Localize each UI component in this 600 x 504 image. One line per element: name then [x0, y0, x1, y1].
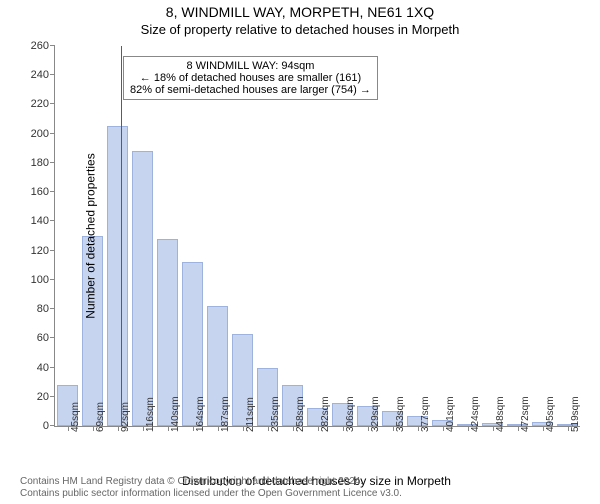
x-tick-label: 45sqm [70, 402, 81, 432]
x-tick-label: 495sqm [545, 396, 556, 432]
x-tick-label: 306sqm [345, 396, 356, 432]
bar [132, 151, 153, 426]
x-tick-label: 401sqm [445, 396, 456, 432]
y-tick-label: 120 [15, 245, 55, 257]
x-tick-label: 211sqm [245, 397, 256, 432]
x-tick-label: 329sqm [370, 396, 381, 432]
x-tick-label: 69sqm [95, 402, 106, 432]
footer-line2: Contains public sector information licen… [20, 488, 402, 500]
annotation-box: 8 WINDMILL WAY: 94sqm← 18% of detached h… [123, 56, 378, 100]
bar [107, 126, 128, 426]
y-tick-label: 220 [15, 98, 55, 110]
x-tick-label: 448sqm [495, 396, 506, 432]
x-tick-label: 258sqm [295, 396, 306, 432]
y-axis-label: Number of detached properties [84, 153, 98, 318]
footer-line1: Contains HM Land Registry data © Crown c… [20, 476, 402, 488]
x-tick-label: 140sqm [170, 396, 181, 432]
annot-line1: 8 WINDMILL WAY: 94sqm [130, 60, 371, 72]
address-title: 8, WINDMILL WAY, MORPETH, NE61 1XQ [0, 4, 600, 20]
x-tick-label: 353sqm [395, 396, 406, 432]
x-tick-label: 424sqm [470, 396, 481, 432]
y-tick-label: 240 [15, 69, 55, 81]
x-tick-label: 164sqm [195, 396, 206, 432]
y-tick-label: 180 [15, 157, 55, 169]
plot-area: 02040608010012014016018020022024026045sq… [54, 46, 580, 427]
y-tick-label: 60 [15, 332, 55, 344]
x-tick-label: 282sqm [320, 396, 331, 432]
footer-attribution: Contains HM Land Registry data © Crown c… [20, 476, 402, 500]
annot-line2: ← 18% of detached houses are smaller (16… [130, 72, 371, 84]
x-tick-label: 187sqm [220, 396, 231, 432]
property-marker-line [121, 46, 122, 426]
x-tick-label: 116sqm [145, 397, 156, 432]
x-tick-label: 235sqm [270, 396, 281, 432]
chart: 02040608010012014016018020022024026045sq… [54, 46, 579, 426]
y-tick-label: 140 [15, 215, 55, 227]
y-tick-label: 80 [15, 303, 55, 315]
y-tick-label: 100 [15, 274, 55, 286]
y-tick-label: 200 [15, 128, 55, 140]
y-tick-label: 260 [15, 40, 55, 52]
y-tick-label: 0 [15, 420, 55, 432]
annot-line3: 82% of semi-detached houses are larger (… [130, 84, 371, 96]
y-tick-label: 20 [15, 391, 55, 403]
y-tick-label: 160 [15, 186, 55, 198]
x-tick-label: 519sqm [570, 396, 581, 432]
subtitle: Size of property relative to detached ho… [0, 22, 600, 37]
y-tick-label: 40 [15, 362, 55, 374]
x-tick-label: 472sqm [520, 396, 531, 432]
x-tick-label: 377sqm [420, 396, 431, 432]
